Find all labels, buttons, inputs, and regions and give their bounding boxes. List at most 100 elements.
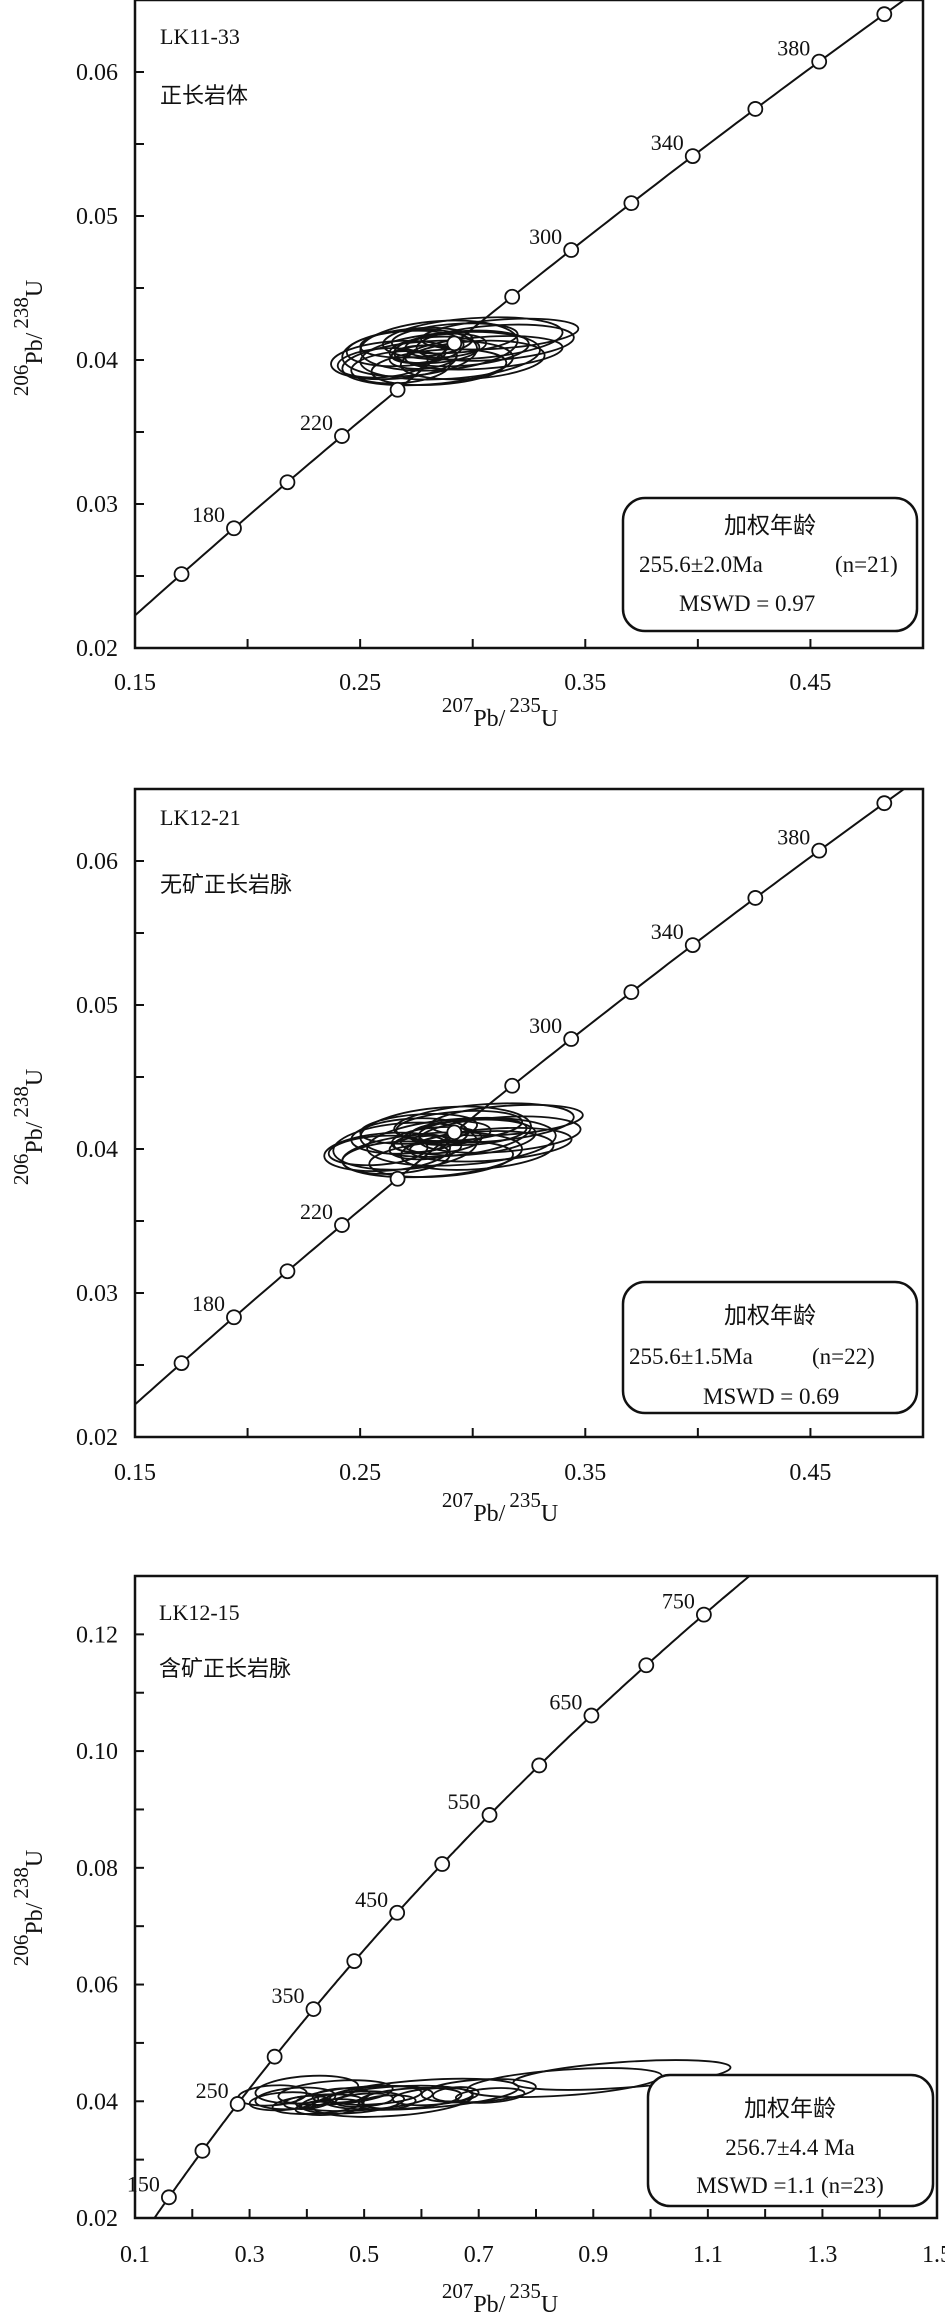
x-tick-label: 0.35 xyxy=(564,1460,606,1486)
concordia-age-marker xyxy=(279,1263,296,1280)
panel-lk11-33: LK11-33 正长岩体 加权年龄 255.6±2.0Ma (n=21) MSW… xyxy=(9,24,919,732)
y-tick-label: 0.03 xyxy=(76,1281,118,1307)
error-ellipses xyxy=(323,1102,584,1179)
plot-area-2: 150 250 350 450 550 650 750 0.02 0.04 0.06 0.08 0.1… xyxy=(76,1574,945,2268)
y-axis-title: 206Pb/238U xyxy=(9,1850,48,1966)
error-ellipse xyxy=(300,2090,406,2115)
plot-area-0: 180 220 300 340 380 0.02 0.03 0.04 0.05 0.06 0.15 0… xyxy=(76,0,925,696)
mswd-value: MSWD = 0.97 xyxy=(679,591,815,616)
y-tick-label: 0.04 xyxy=(76,1137,118,1163)
error-ellipse xyxy=(420,317,580,351)
y-tick-label: 0.06 xyxy=(76,60,118,86)
concordia-age-marker xyxy=(504,288,521,305)
y-tick-label: 0.10 xyxy=(76,1739,118,1765)
x-tick-label: 0.15 xyxy=(114,670,156,696)
weighted-age-box xyxy=(621,1280,919,1415)
concordia-age-marker xyxy=(747,890,764,906)
concordia-age-marker xyxy=(346,1953,363,1970)
concordia-age-marker xyxy=(226,1309,242,1326)
concordia-age-label: 180 xyxy=(192,1291,225,1316)
concordia-curve xyxy=(135,789,906,1406)
concordia-age-marker xyxy=(446,1124,463,1141)
concordia-age-label: 650 xyxy=(549,1690,582,1715)
concordia-age-marker xyxy=(811,842,828,859)
error-ellipse xyxy=(366,1116,557,1167)
plot-frame xyxy=(133,787,925,1439)
concordia-age-label: 380 xyxy=(777,825,810,850)
concordia-age-marker xyxy=(389,1904,406,1921)
x-tick-label: 0.1 xyxy=(120,2242,150,2268)
rock-type-label: 无矿正长岩脉 xyxy=(160,872,292,897)
x-tick-label: 1.1 xyxy=(693,2242,723,2268)
error-ellipse xyxy=(350,350,451,385)
panel-lk12-21: LK12-21 无矿正长岩脉 加权年龄 255.6±1.5Ma (n=22) M… xyxy=(9,805,919,1527)
x-tick-label: 0.5 xyxy=(349,2242,379,2268)
sample-label: LK11-33 xyxy=(160,24,240,49)
x-tick-label: 1.3 xyxy=(807,2242,837,2268)
concordia-curve xyxy=(153,1576,752,2218)
error-ellipse xyxy=(466,2067,663,2098)
x-tick-label: 0.35 xyxy=(564,670,606,696)
error-ellipse xyxy=(399,339,546,381)
concordia-age-marker xyxy=(434,1856,451,1872)
error-ellipse xyxy=(283,2094,331,2110)
error-ellipse xyxy=(388,335,481,365)
error-ellipse xyxy=(357,2086,463,2110)
x-tick-label: 0.45 xyxy=(789,1460,831,1486)
analysis-count: (n=22) xyxy=(812,1344,875,1369)
concordia-age-marker xyxy=(389,1170,406,1187)
concordia-age-label: 380 xyxy=(777,36,810,61)
y-tick-label: 0.03 xyxy=(76,492,118,518)
x-axis-title: 207Pb/235U xyxy=(442,1488,558,1527)
error-ellipse xyxy=(336,347,429,379)
x-axis-title: 207Pb/235U xyxy=(442,693,558,732)
y-tick-label: 0.08 xyxy=(76,1856,118,1882)
error-ellipse xyxy=(327,1134,429,1167)
concordia-age-label: 350 xyxy=(271,1983,304,2008)
y-tick-label: 0.02 xyxy=(76,1425,118,1451)
weighted-age-box xyxy=(646,2073,935,2208)
concordia-age-marker xyxy=(811,53,828,70)
plot-frame xyxy=(133,0,925,650)
error-ellipse xyxy=(359,326,474,359)
weighted-age-title: 加权年龄 xyxy=(724,1303,816,1328)
y-tick-label: 0.06 xyxy=(76,1973,118,1999)
weighted-age-title: 加权年龄 xyxy=(744,2096,836,2121)
concordia-age-marker xyxy=(481,1807,498,1823)
sample-label: LK12-15 xyxy=(159,1600,240,1625)
concordia-age-marker xyxy=(876,795,893,812)
x-tick-label: 0.45 xyxy=(789,670,831,696)
concordia-age-label: 550 xyxy=(448,1789,481,1814)
x-tick-label: 0.15 xyxy=(114,1460,156,1486)
y-tick-label: 0.05 xyxy=(76,993,118,1019)
concordia-age-marker xyxy=(638,1657,655,1674)
error-ellipse xyxy=(429,1103,584,1137)
error-ellipse xyxy=(432,2086,480,2103)
concordia-age-marker xyxy=(173,566,190,583)
concordia-age-label: 220 xyxy=(300,1199,333,1224)
y-tick-label: 0.02 xyxy=(76,2206,118,2232)
error-ellipse xyxy=(390,344,447,364)
mswd-value: MSWD =1.1 (n=23) xyxy=(696,2173,884,2198)
y-axis-title: 206Pb/238U xyxy=(9,280,48,396)
error-ellipse xyxy=(368,1140,514,1178)
x-tick-label: 0.3 xyxy=(235,2242,265,2268)
weighted-age-box xyxy=(621,496,919,633)
concordia-age-marker xyxy=(334,1217,350,1233)
concordia-age-marker xyxy=(446,335,463,352)
y-tick-label: 0.02 xyxy=(76,636,118,662)
concordia-age-marker xyxy=(623,984,640,1001)
concordia-age-marker xyxy=(563,1031,580,1047)
concordia-age-marker xyxy=(504,1077,521,1094)
x-tick-label: 0.7 xyxy=(464,2242,494,2268)
concordia-age-marker xyxy=(194,2142,211,2159)
x-tick-label: 0.25 xyxy=(339,1460,381,1486)
concordia-age-label: 300 xyxy=(529,224,562,249)
error-ellipse xyxy=(390,322,519,355)
concordia-age-marker xyxy=(684,937,701,954)
x-tick-label: 0.9 xyxy=(578,2242,608,2268)
y-tick-label: 0.04 xyxy=(76,2089,118,2115)
concordia-age-marker xyxy=(583,1707,600,1724)
concordia-age-marker xyxy=(389,381,406,398)
concordia-age-label: 150 xyxy=(127,2171,160,2196)
